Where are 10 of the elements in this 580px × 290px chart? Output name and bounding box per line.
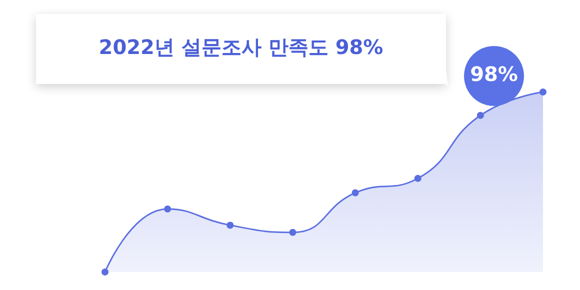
point xyxy=(540,88,546,96)
point xyxy=(102,268,108,276)
point xyxy=(164,206,172,212)
point xyxy=(289,228,296,236)
point xyxy=(226,222,234,229)
point xyxy=(476,112,484,119)
text: 98% xyxy=(470,62,518,86)
point xyxy=(352,189,359,196)
point xyxy=(414,174,422,182)
text: 2022년 설문조사 만족도 98% xyxy=(98,35,384,59)
